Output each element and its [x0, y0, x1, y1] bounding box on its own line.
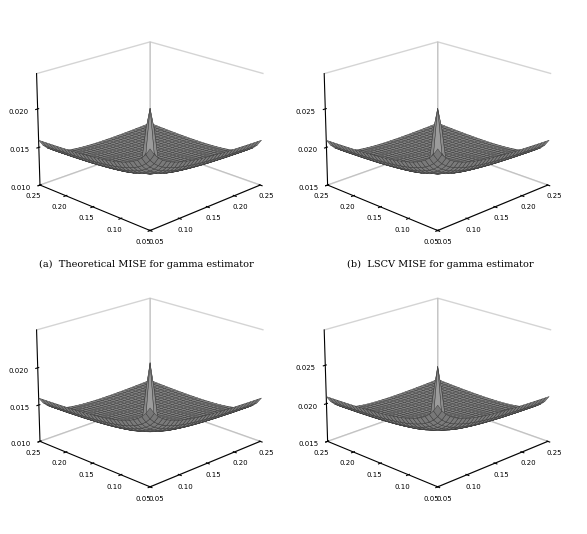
Text: (b)  LSCV MISE for gamma estimator: (b) LSCV MISE for gamma estimator: [347, 260, 534, 269]
Text: (a)  Theoretical MISE for gamma estimator: (a) Theoretical MISE for gamma estimator: [39, 260, 254, 269]
